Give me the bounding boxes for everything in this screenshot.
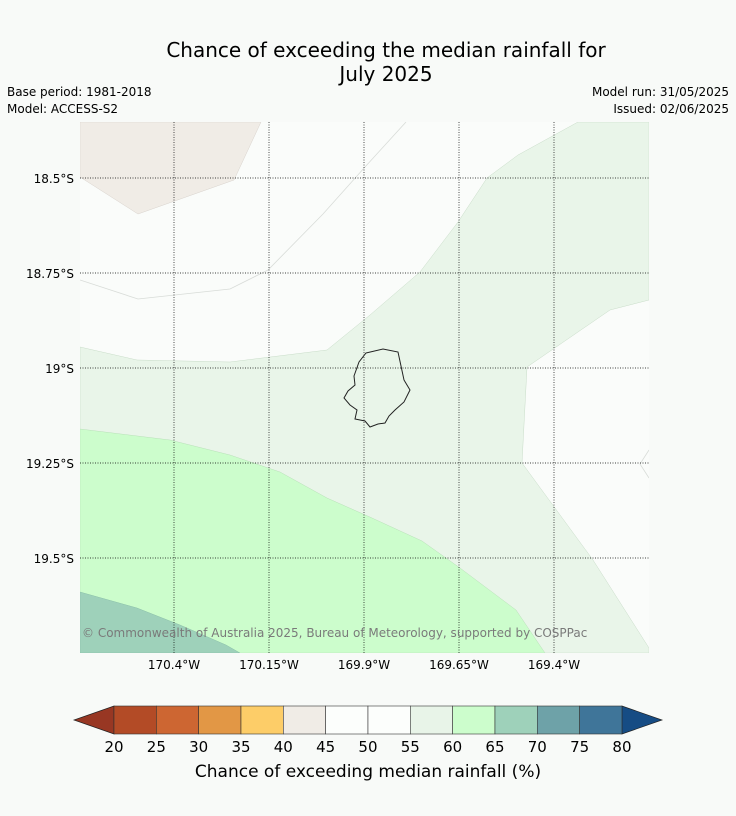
colorbar-tick-label: 65 — [485, 738, 504, 756]
map-title-line-1: Chance of exceeding the median rainfall … — [166, 38, 606, 62]
colorbar-tick-label: 25 — [147, 738, 166, 756]
colorbar-segment — [410, 705, 453, 735]
colorbar-tick-label: 80 — [612, 738, 631, 756]
region-40-45 — [80, 122, 262, 215]
colorbar-tick-label: 55 — [401, 738, 420, 756]
colorbar-tick-label: 45 — [316, 738, 335, 756]
contour-line-east — [639, 449, 649, 479]
lat-label: 19°S — [45, 362, 74, 376]
colorbar-segment — [156, 705, 199, 735]
colorbar-tick-label: 35 — [231, 738, 250, 756]
lon-label: 169.4°W — [528, 658, 580, 672]
colorbar: 20 25 30 35 40 45 50 55 60 65 70 75 80 — [72, 705, 664, 756]
lon-label: 170.15°W — [239, 658, 299, 672]
colorbar-segment — [452, 705, 496, 735]
colorbar-over-arrow — [621, 705, 664, 735]
island-outline — [343, 348, 411, 428]
colorbar-segment — [113, 705, 157, 735]
region-65-70 — [80, 591, 241, 653]
meta-left: Base period: 1981-2018 Model: ACCESS-S2 — [7, 84, 152, 118]
lat-label: 18.5°S — [34, 172, 74, 186]
lon-label: 169.9°W — [338, 658, 390, 672]
issued-label: Issued: 02/06/2025 — [613, 102, 729, 116]
colorbar-tick-label: 60 — [443, 738, 462, 756]
model-run-label: Model run: 31/05/2025 — [591, 85, 729, 99]
grid-lines — [80, 122, 649, 653]
colorbar-title: Chance of exceeding median rainfall (%) — [194, 762, 542, 782]
colorbar-segment — [536, 705, 580, 735]
lon-label: 170.4°W — [148, 658, 200, 672]
colorbar-tick-label: 75 — [570, 738, 589, 756]
lon-label: 169.65°W — [429, 658, 489, 672]
colorbar-tick-label: 50 — [358, 738, 377, 756]
map-area — [80, 122, 649, 653]
colorbar-tick-label: 20 — [104, 738, 123, 756]
lat-label: 19.5°S — [34, 552, 74, 566]
colorbar-under-arrow — [72, 705, 115, 735]
base-period-label: Base period: 1981-2018 — [7, 85, 152, 99]
copyright-text: © Commonwealth of Australia 2025, Bureau… — [82, 626, 587, 640]
colorbar-segment — [198, 705, 242, 735]
colorbar-segment — [283, 705, 326, 735]
contour-line-north — [80, 122, 407, 300]
meta-right: Model run: 31/05/2025 Issued: 02/06/2025 — [592, 84, 729, 118]
colorbar-tick-label: 70 — [528, 738, 547, 756]
map-title: Chance of exceeding the median rainfall … — [0, 38, 736, 86]
colorbar-tick-label: 40 — [274, 738, 293, 756]
latitude-labels: 18.5°S 18.75°S 19°S 19.25°S 19.5°S — [26, 172, 74, 566]
region-60-65 — [80, 428, 546, 653]
longitude-labels: 170.4°W 170.15°W 169.9°W 169.65°W 169.4°… — [148, 658, 580, 672]
colorbar-segment — [579, 705, 623, 735]
colorbar-segment — [367, 705, 411, 735]
map-title-line-2: July 2025 — [339, 62, 433, 86]
colorbar-segment — [325, 705, 369, 735]
lat-label: 19.25°S — [26, 457, 74, 471]
model-label: Model: ACCESS-S2 — [7, 102, 119, 116]
colorbar-segment — [240, 705, 284, 735]
colorbar-tick-label: 30 — [189, 738, 208, 756]
lat-label: 18.75°S — [26, 267, 74, 281]
colorbar-segment — [494, 705, 538, 735]
